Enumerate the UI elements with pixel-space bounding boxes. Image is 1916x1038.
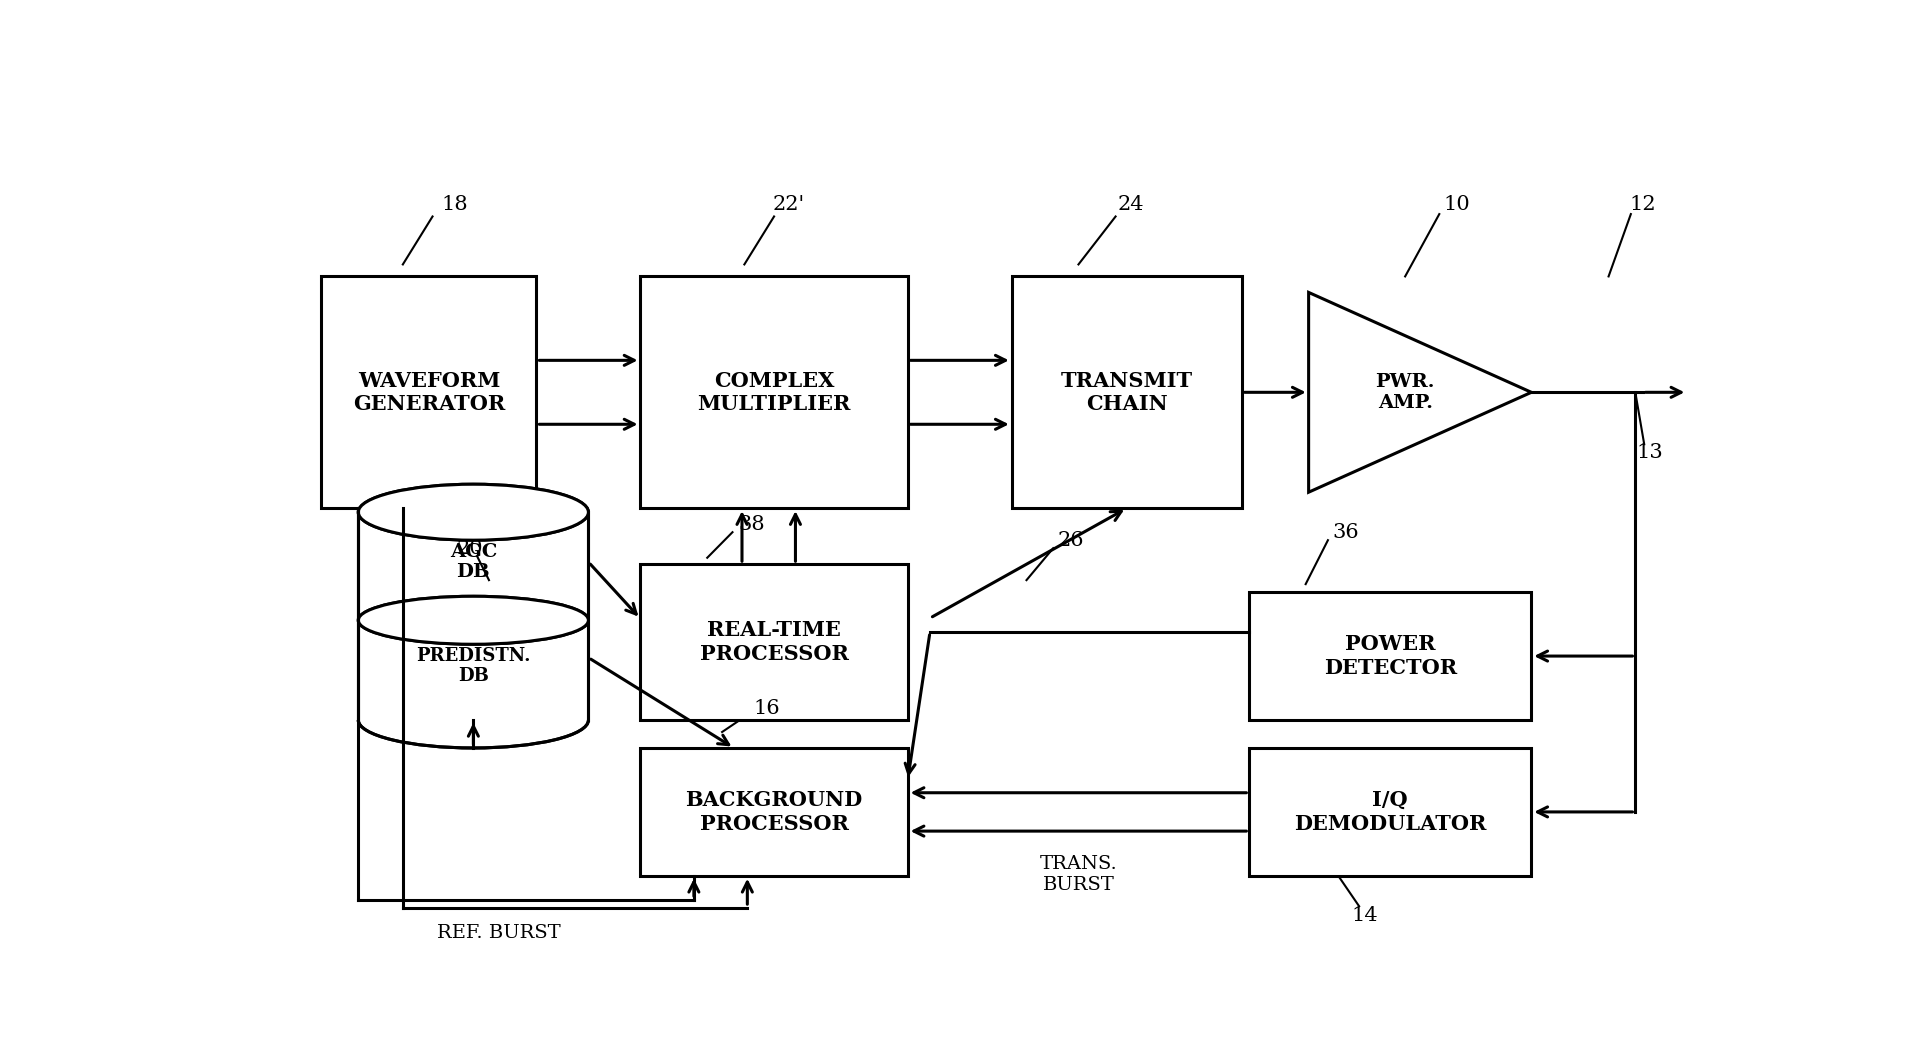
Text: 16: 16: [753, 699, 780, 717]
FancyBboxPatch shape: [640, 748, 908, 876]
FancyBboxPatch shape: [322, 276, 536, 509]
Ellipse shape: [358, 596, 588, 645]
Text: 36: 36: [1332, 523, 1358, 542]
Ellipse shape: [358, 596, 588, 645]
Ellipse shape: [358, 484, 588, 540]
FancyBboxPatch shape: [1012, 276, 1242, 509]
Text: 38: 38: [738, 515, 764, 534]
Text: BACKGROUND
PROCESSOR: BACKGROUND PROCESSOR: [686, 790, 862, 834]
Text: TRANSMIT
CHAIN: TRANSMIT CHAIN: [1061, 371, 1194, 414]
Text: TRANS.
BURST: TRANS. BURST: [1040, 855, 1117, 894]
Text: REF. BURST: REF. BURST: [437, 924, 561, 941]
FancyBboxPatch shape: [640, 565, 908, 720]
Text: REAL-TIME
PROCESSOR: REAL-TIME PROCESSOR: [699, 621, 849, 663]
Text: 13: 13: [1636, 443, 1663, 462]
FancyBboxPatch shape: [640, 276, 908, 509]
Text: 10: 10: [1445, 195, 1470, 214]
Ellipse shape: [358, 484, 588, 540]
Text: I/Q
DEMODULATOR: I/Q DEMODULATOR: [1293, 790, 1487, 834]
FancyBboxPatch shape: [358, 512, 588, 720]
Text: 24: 24: [1117, 195, 1144, 214]
Text: 12: 12: [1629, 195, 1655, 214]
Text: COMPLEX
MULTIPLIER: COMPLEX MULTIPLIER: [697, 371, 851, 414]
FancyBboxPatch shape: [1249, 592, 1531, 720]
Text: 20: 20: [456, 539, 483, 557]
Text: 22': 22': [772, 195, 805, 214]
Text: 14: 14: [1353, 906, 1378, 925]
Text: AGC
DB: AGC DB: [450, 543, 496, 581]
Polygon shape: [1309, 293, 1531, 492]
FancyBboxPatch shape: [1249, 748, 1531, 876]
Text: WAVEFORM
GENERATOR: WAVEFORM GENERATOR: [353, 371, 506, 414]
Text: 18: 18: [441, 195, 468, 214]
Text: PWR.
AMP.: PWR. AMP.: [1376, 373, 1435, 412]
Text: POWER
DETECTOR: POWER DETECTOR: [1324, 634, 1456, 678]
Text: 26: 26: [1058, 530, 1084, 550]
Text: PREDISTN.
DB: PREDISTN. DB: [416, 647, 531, 685]
